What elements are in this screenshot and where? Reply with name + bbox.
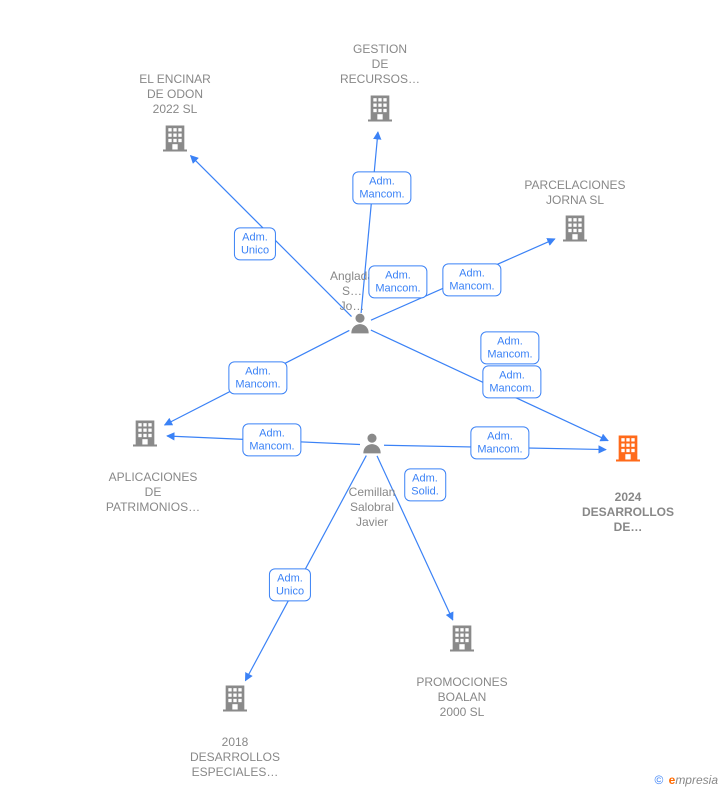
edge	[165, 330, 350, 425]
company-node[interactable]	[612, 432, 644, 469]
credit-footer: © empresia	[654, 773, 718, 787]
company-node[interactable]	[446, 622, 478, 659]
person-icon	[359, 430, 385, 456]
company-node[interactable]	[364, 92, 396, 129]
company-node[interactable]	[559, 212, 591, 249]
building-icon	[364, 92, 396, 124]
edge	[191, 156, 352, 317]
edge	[245, 456, 366, 681]
person-node[interactable]	[347, 310, 373, 341]
company-node[interactable]	[219, 682, 251, 719]
edge	[371, 239, 555, 320]
edge	[377, 456, 453, 620]
company-node[interactable]	[159, 122, 191, 159]
building-icon	[219, 682, 251, 714]
edge	[384, 445, 606, 449]
brand-rest: mpresia	[675, 773, 718, 787]
building-icon	[612, 432, 644, 464]
building-icon	[559, 212, 591, 244]
building-icon	[129, 417, 161, 449]
edge	[371, 330, 608, 441]
person-node[interactable]	[359, 430, 385, 461]
copyright-symbol: ©	[654, 773, 663, 787]
building-icon	[159, 122, 191, 154]
edge	[361, 132, 378, 313]
company-node[interactable]	[129, 417, 161, 454]
building-icon	[446, 622, 478, 654]
person-icon	[347, 310, 373, 336]
edge	[167, 436, 360, 445]
